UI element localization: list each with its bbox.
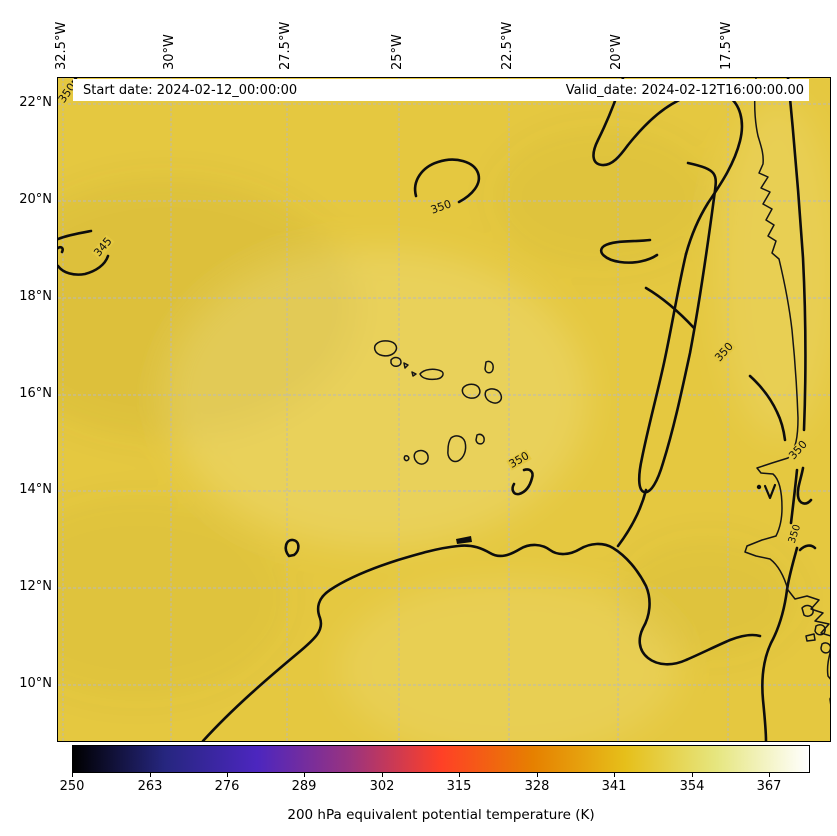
- colorbar-tickmark: [72, 773, 73, 777]
- colorbar-tick-302: 302: [369, 779, 395, 794]
- colorbar-tickmark: [614, 773, 615, 777]
- lon-tick-25w: 25°W: [390, 34, 405, 70]
- coastline: [373, 78, 830, 705]
- colorbar-tick-354: 354: [679, 779, 705, 794]
- colorbar-tick-328: 328: [524, 779, 550, 794]
- map-canvas: Start date: 2024-02-12_00:00:00 Valid_da…: [57, 77, 831, 742]
- lon-tick-17-5w: 17.5°W: [719, 21, 734, 70]
- lat-tick-12n: 12°N: [19, 579, 52, 594]
- lon-tick-22-5w: 22.5°W: [500, 21, 515, 70]
- colorbar-tick-289: 289: [291, 779, 317, 794]
- colorbar-tickmark: [459, 773, 460, 777]
- colorbar-tick-341: 341: [601, 779, 627, 794]
- colorbar-tickmark: [382, 773, 383, 777]
- contour-filled-specks: [456, 484, 762, 544]
- lon-tick-32-5w: 32.5°W: [54, 21, 69, 70]
- colorbar: [72, 745, 810, 773]
- colorbar-tickmark: [692, 773, 693, 777]
- lon-tick-30w: 30°W: [162, 34, 177, 70]
- colorbar-tick-367: 367: [756, 779, 782, 794]
- colorbar-tickmark: [304, 773, 305, 777]
- lat-tick-18n: 18°N: [19, 289, 52, 304]
- colorbar-tick-250: 250: [59, 779, 85, 794]
- start-date-text: Start date: 2024-02-12_00:00:00: [83, 82, 298, 98]
- lon-tick-27-5w: 27.5°W: [278, 21, 293, 70]
- colorbar-tick-315: 315: [446, 779, 472, 794]
- colorbar-title: 200 hPa equivalent potential temperature…: [287, 807, 595, 823]
- lat-tick-16n: 16°N: [19, 386, 52, 401]
- valid-date-text: Valid_date: 2024-02-12T16:00:00.00: [565, 82, 804, 98]
- colorbar-tick-263: 263: [137, 779, 163, 794]
- colorbar-tick-276: 276: [214, 779, 240, 794]
- colorbar-tickmark: [227, 773, 228, 777]
- lat-tick-14n: 14°N: [19, 482, 52, 497]
- date-band: Start date: 2024-02-12_00:00:00 Valid_da…: [73, 79, 809, 101]
- graticule-gridlines: [58, 78, 830, 741]
- lon-tick-20w: 20°W: [609, 34, 624, 70]
- lat-tick-22n: 22°N: [19, 95, 52, 110]
- lat-tick-10n: 10°N: [19, 676, 52, 691]
- map-graphics: [58, 78, 830, 741]
- colorbar-tickmark: [769, 773, 770, 777]
- lat-tick-20n: 20°N: [19, 192, 52, 207]
- colorbar-tickmark: [537, 773, 538, 777]
- field-shading: [58, 98, 830, 741]
- colorbar-tickmark: [150, 773, 151, 777]
